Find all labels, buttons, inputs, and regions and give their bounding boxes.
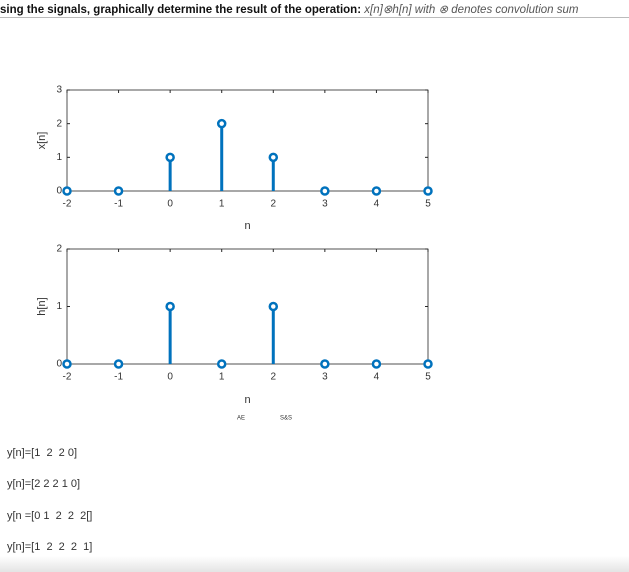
stem-marker (268, 301, 279, 312)
y-tick-label: 2 (56, 118, 62, 129)
question-text: sing the signals, graphically determine … (0, 4, 362, 16)
stem-marker (423, 186, 433, 196)
y-tick-label: 2 (56, 244, 62, 255)
stem-marker (113, 186, 124, 196)
x-tick-label: 0 (167, 199, 173, 210)
x-tick-label: 1 (219, 372, 225, 383)
stem-marker (268, 152, 279, 163)
stem-marker (371, 359, 382, 369)
stem-marker (62, 186, 72, 196)
axes-box (66, 89, 429, 192)
x-tick-label: 1 (219, 199, 225, 210)
x-tick-label: 5 (425, 199, 431, 210)
y-tick-label: 1 (56, 152, 62, 163)
option[interactable]: y[n =[0 1 2 2 2[] (7, 510, 93, 522)
option[interactable]: y[n]=[1 2 2 2 1] (7, 541, 93, 553)
stem-marker (216, 118, 227, 129)
x-tick-label: -2 (63, 199, 72, 210)
x-tick-label: 3 (322, 372, 328, 383)
x-tick-label: -2 (63, 372, 72, 383)
x-axis-label: n (244, 394, 250, 406)
y-tick-label: 1 (56, 301, 62, 312)
stem-marker (320, 359, 330, 369)
footer-bar (0, 556, 629, 572)
x-tick-label: 3 (322, 199, 328, 210)
stem-marker (165, 152, 175, 163)
stem-marker (216, 359, 227, 369)
x-tick-label: 4 (374, 199, 380, 210)
x-tick-label: 4 (374, 372, 380, 383)
y-tick-label: 0 (56, 359, 62, 370)
plots: AE S&S -2 -1 0 1 2 3 4 5 0 1 2 3 n x[n] -2 -1 0 1 2 3 4 5 0 1 2 n… (36, 85, 433, 422)
y-tick-label: 0 (56, 186, 62, 197)
stem-marker (113, 359, 124, 369)
watermark: S&S (280, 416, 292, 422)
x-tick-label: -1 (114, 372, 123, 383)
x-tick-label: 0 (167, 372, 173, 383)
option[interactable]: y[n]=[2 2 2 1 0] (7, 478, 81, 490)
x-tick-label: 2 (271, 199, 277, 210)
stem-marker (320, 186, 330, 196)
question-expression: x[n]⊗h[n] with ⊗ denotes convolution sum (364, 4, 579, 16)
x-tick-label: 5 (425, 372, 431, 383)
stem-marker (62, 359, 72, 369)
question: sing the signals, graphically determine … (0, 2, 629, 18)
axes-box (66, 248, 429, 365)
watermark: AE (237, 416, 245, 422)
x-tick-label: -1 (114, 199, 123, 210)
y-axis-label: h[n] (36, 297, 48, 315)
option[interactable]: y[n]=[1 2 2 0] (7, 447, 78, 459)
y-axis-label: x[n] (36, 132, 48, 150)
stem-marker (423, 359, 433, 369)
x-tick-label: 2 (271, 372, 277, 383)
stem-marker (165, 301, 175, 312)
x-axis-label: n (244, 220, 250, 232)
stem-marker (371, 186, 382, 196)
y-tick-label: 3 (56, 85, 62, 96)
